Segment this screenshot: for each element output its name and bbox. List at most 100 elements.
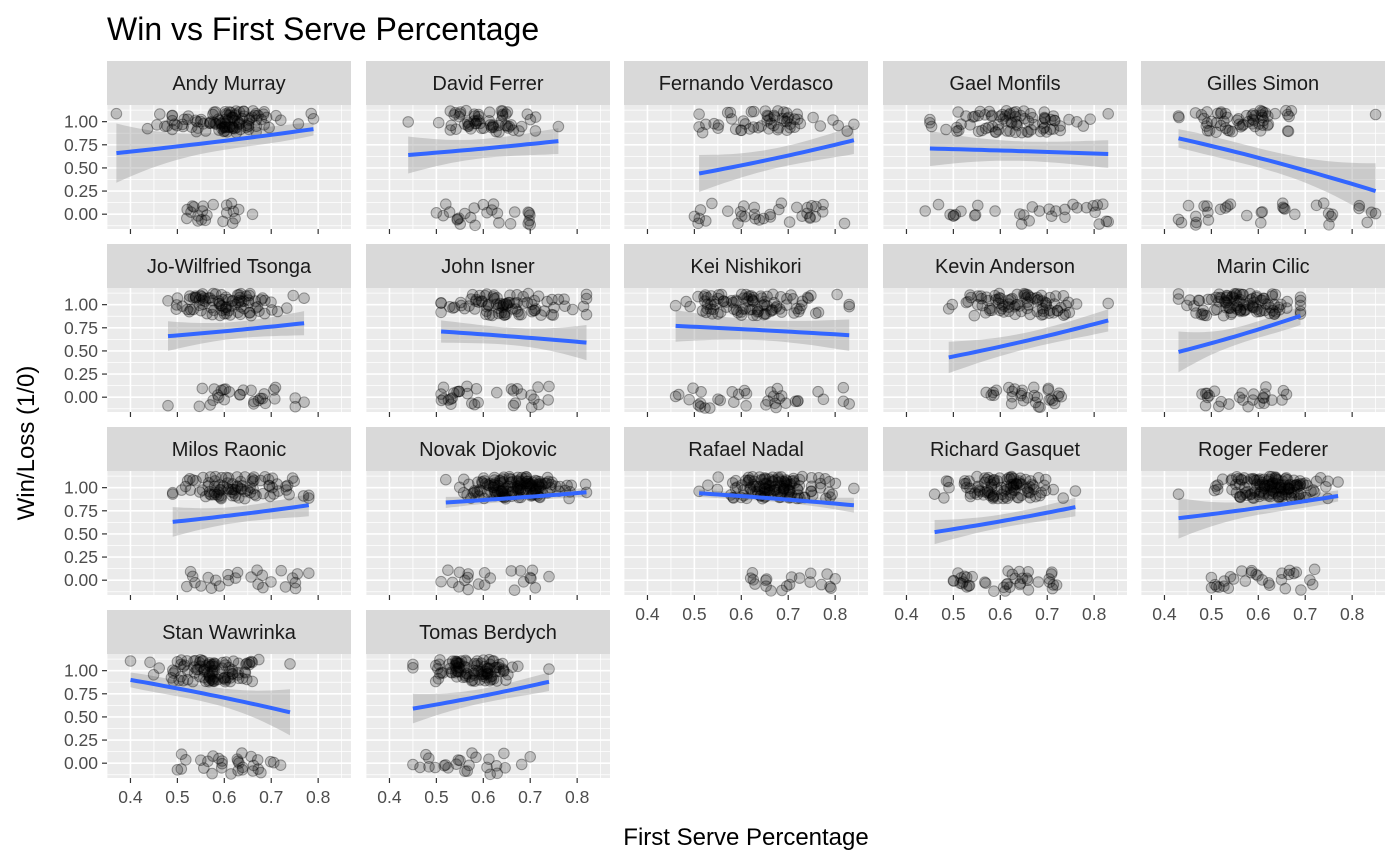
win-point: [1247, 301, 1259, 313]
win-point: [982, 121, 995, 134]
win-point: [554, 480, 566, 493]
win-point: [1172, 488, 1185, 501]
loss-point: [201, 209, 213, 221]
win-point: [770, 302, 782, 314]
win-point: [1028, 118, 1041, 131]
loss-point: [1008, 383, 1021, 395]
win-point: [1214, 291, 1226, 304]
loss-point: [446, 392, 459, 404]
win-point: [219, 106, 231, 118]
panel-background: [366, 105, 610, 229]
win-point: [1003, 298, 1015, 310]
loss-point: [218, 393, 231, 406]
win-point: [1184, 294, 1196, 306]
loss-point: [469, 219, 481, 232]
win-point: [214, 117, 226, 129]
win-point: [266, 481, 279, 494]
panels-layer: Andy Murray 0.00 0.25 0.50 0.75 1.00 David Fer…: [64, 61, 1385, 807]
loss-point: [694, 400, 707, 413]
win-point: [1022, 115, 1035, 128]
win-point: [1250, 306, 1263, 318]
loss-point: [704, 402, 716, 414]
win-point: [1256, 105, 1268, 118]
loss-point: [525, 389, 537, 402]
loss-point: [791, 201, 803, 214]
loss-point: [806, 200, 818, 212]
win-point: [1200, 309, 1213, 322]
win-point: [181, 665, 194, 677]
win-point: [1241, 298, 1254, 311]
loss-point: [1046, 566, 1058, 579]
win-point: [1010, 299, 1022, 312]
win-point: [166, 109, 179, 122]
loss-point: [508, 584, 521, 597]
win-point: [1038, 106, 1051, 118]
win-point: [206, 294, 219, 307]
win-point: [756, 292, 768, 304]
loss-point: [461, 571, 474, 584]
win-point: [503, 120, 516, 133]
win-point: [548, 301, 560, 314]
win-point: [794, 117, 807, 130]
loss-point: [202, 571, 214, 584]
loss-point: [804, 211, 816, 223]
win-point: [1281, 108, 1294, 121]
win-point: [480, 288, 493, 300]
win-point: [746, 303, 758, 316]
win-point: [579, 478, 592, 491]
win-point: [1234, 491, 1247, 504]
loss-point: [1253, 397, 1266, 410]
loss-point: [435, 575, 447, 588]
win-point: [226, 300, 238, 312]
win-point: [526, 305, 538, 318]
win-point: [1269, 288, 1282, 301]
win-point: [1246, 292, 1259, 305]
win-point: [238, 105, 250, 118]
win-point: [468, 108, 481, 120]
win-point: [777, 106, 790, 118]
loss-point: [1203, 389, 1215, 402]
win-point: [507, 124, 520, 136]
loss-point: [192, 215, 204, 227]
win-point: [202, 292, 214, 304]
loss-point: [1258, 392, 1270, 405]
strip-background: [107, 61, 351, 105]
loss-point: [420, 748, 432, 761]
loss-point: [988, 585, 1000, 598]
win-point: [1246, 492, 1259, 504]
win-point: [784, 118, 797, 130]
loss-point: [804, 567, 817, 580]
win-point: [735, 124, 748, 137]
loss-point: [532, 381, 544, 393]
win-point: [972, 290, 984, 302]
loss-point: [298, 396, 310, 409]
win-point: [532, 290, 545, 303]
win-point: [735, 309, 748, 322]
x-tick-label: 0.6: [988, 604, 1012, 624]
fit-line: [929, 146, 1109, 156]
win-point: [768, 119, 780, 132]
win-point: [1250, 291, 1263, 304]
win-point: [684, 300, 696, 313]
win-point: [776, 112, 789, 125]
win-point: [938, 492, 950, 504]
win-point: [841, 125, 854, 137]
win-point: [487, 121, 500, 134]
loss-point: [1361, 216, 1373, 229]
loss-point: [1255, 206, 1268, 219]
win-point: [1268, 308, 1281, 320]
win-point: [1210, 126, 1222, 138]
win-point: [1231, 114, 1243, 127]
win-point: [253, 305, 265, 318]
loss-point: [181, 203, 193, 216]
win-point: [699, 295, 711, 307]
win-point: [1237, 118, 1250, 131]
loss-point: [1097, 198, 1109, 210]
win-point: [197, 118, 210, 130]
win-point: [454, 106, 467, 118]
loss-point: [1283, 564, 1296, 577]
win-point: [1261, 119, 1274, 132]
win-point: [124, 655, 137, 667]
win-point: [805, 289, 817, 302]
